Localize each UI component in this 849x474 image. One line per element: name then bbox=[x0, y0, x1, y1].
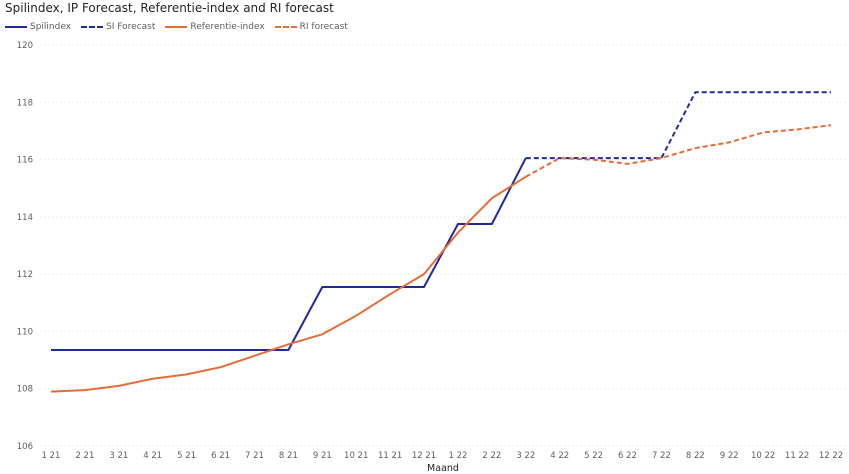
y-tick-label: 120 bbox=[17, 41, 33, 51]
x-tick-label: 1 22 bbox=[448, 451, 467, 461]
legend-label-si-forecast: SI Forecast bbox=[106, 22, 156, 32]
x-tick-label: 8 22 bbox=[686, 451, 705, 461]
y-tick-label: 108 bbox=[17, 385, 33, 395]
x-tick-label: 7 21 bbox=[245, 451, 264, 461]
x-tick-label: 10 21 bbox=[344, 451, 368, 461]
x-tick-label: 8 21 bbox=[279, 451, 298, 461]
series-line-ri-forecast[interactable] bbox=[525, 124, 832, 178]
legend-label-spilindex: Spilindex bbox=[30, 22, 72, 32]
y-tick-label: 116 bbox=[17, 156, 33, 166]
legend-item-referentie-index[interactable]: Referentie-index bbox=[165, 22, 265, 32]
legend-label-ri-forecast: RI forecast bbox=[299, 22, 348, 32]
x-tick-label: 1 21 bbox=[42, 451, 61, 461]
y-tick-label: 106 bbox=[17, 442, 33, 452]
chart-title: Spilindex, IP Forecast, Referentie-index… bbox=[5, 1, 334, 15]
x-tick-label: 3 22 bbox=[516, 451, 535, 461]
x-tick-label: 5 21 bbox=[177, 451, 196, 461]
x-tick-label: 5 22 bbox=[584, 451, 603, 461]
x-tick-label: 7 22 bbox=[652, 451, 671, 461]
x-tick-label: 10 22 bbox=[751, 451, 775, 461]
legend-item-ri-forecast[interactable]: RI forecast bbox=[274, 22, 348, 32]
series-line-spilindex[interactable] bbox=[51, 157, 527, 351]
x-tick-label: 6 22 bbox=[618, 451, 637, 461]
x-tick-label: 2 22 bbox=[482, 451, 501, 461]
series-line-referentie-index[interactable] bbox=[50, 175, 527, 393]
legend-label-referentie-index: Referentie-index bbox=[190, 22, 265, 32]
x-tick-label: 6 21 bbox=[211, 451, 230, 461]
y-tick-label: 118 bbox=[17, 98, 33, 108]
legend-swatch-referentie-index bbox=[165, 26, 188, 28]
x-axis: 1 21 2 21 3 21 4 21 5 21 6 21 7 21 8 21 9 21 10 2… bbox=[42, 451, 844, 461]
legend-item-spilindex[interactable]: Spilindex bbox=[5, 22, 71, 32]
y-axis: 106 108 110 112 114 116 118 120 bbox=[17, 41, 33, 452]
x-tick-label: 3 21 bbox=[109, 451, 128, 461]
legend-swatch-ri-forecast bbox=[274, 26, 297, 28]
x-tick-label: 11 22 bbox=[785, 451, 809, 461]
x-tick-label: 12 21 bbox=[412, 451, 436, 461]
x-tick-label: 11 21 bbox=[378, 451, 402, 461]
x-tick-label: 12 22 bbox=[819, 451, 843, 461]
x-tick-label: 9 21 bbox=[313, 451, 332, 461]
x-tick-label: 4 22 bbox=[550, 451, 569, 461]
legend-item-si-forecast[interactable]: SI Forecast bbox=[81, 22, 155, 32]
y-tick-label: 114 bbox=[17, 213, 33, 223]
x-tick-label: 9 22 bbox=[720, 451, 739, 461]
x-tick-label: 4 21 bbox=[143, 451, 162, 461]
y-tick-label: 112 bbox=[17, 270, 33, 280]
x-tick-label: 2 21 bbox=[75, 451, 94, 461]
y-tick-label: 110 bbox=[17, 327, 33, 337]
chart-legend: Spilindex SI Forecast Referentie-index R… bbox=[5, 20, 358, 34]
legend-swatch-si-forecast bbox=[81, 26, 104, 28]
gridlines bbox=[40, 44, 845, 447]
x-axis-title: Maand bbox=[427, 463, 459, 474]
series-lines bbox=[50, 91, 832, 393]
series-line-si-forecast[interactable] bbox=[525, 91, 831, 160]
legend-swatch-spilindex bbox=[5, 26, 27, 28]
